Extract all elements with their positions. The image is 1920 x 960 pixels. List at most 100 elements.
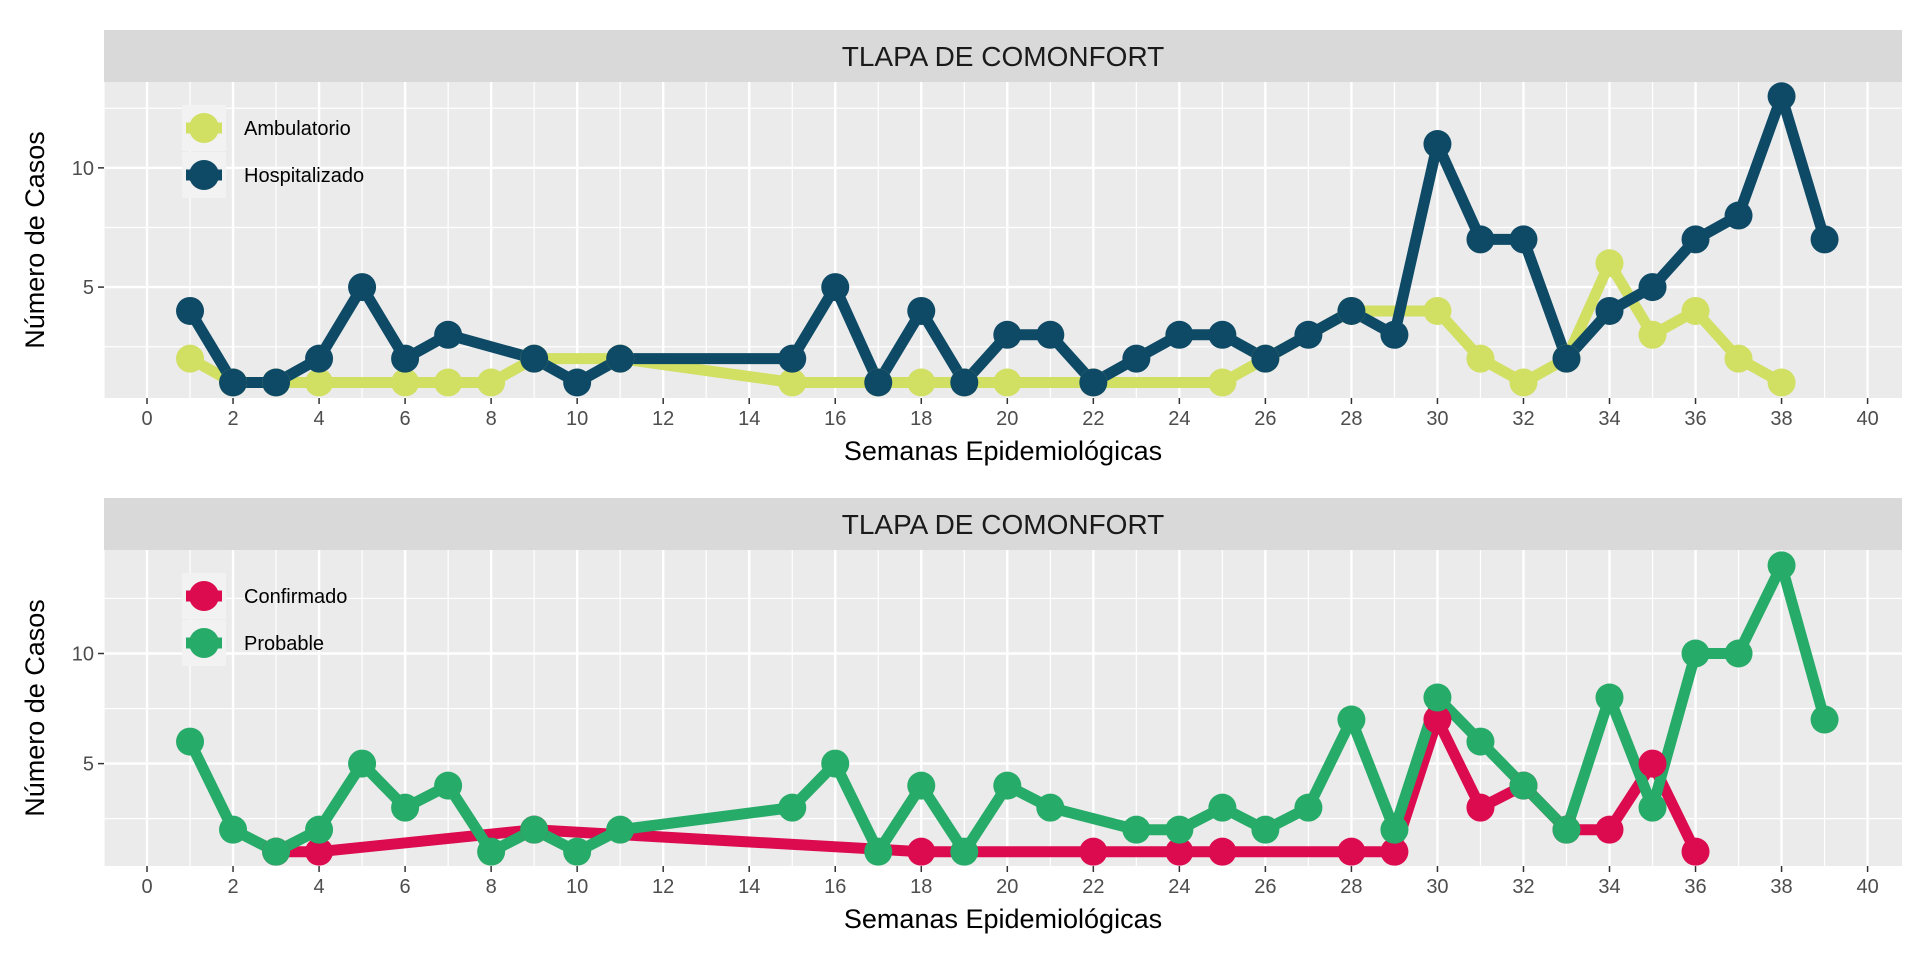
data-point-hospitalizado	[993, 320, 1022, 349]
data-point-confirmado	[1208, 837, 1237, 866]
data-point-probable	[1767, 551, 1796, 580]
data-point-probable	[1294, 793, 1323, 822]
data-point-confirmado	[1638, 749, 1667, 778]
y-tick-label: 10	[72, 158, 94, 180]
chart-title: TLAPA DE COMONFORT	[842, 41, 1165, 72]
y-tick-label: 10	[72, 643, 94, 665]
x-tick-label: 28	[1340, 876, 1362, 898]
x-tick-label: 2	[227, 876, 238, 898]
legend-label: Confirmado	[244, 586, 347, 608]
data-point-confirmado	[1380, 837, 1409, 866]
legend-label: Hospitalizado	[244, 165, 364, 187]
data-point-confirmado	[1337, 837, 1366, 866]
data-point-probable	[1552, 815, 1581, 844]
data-point-hospitalizado	[778, 344, 807, 373]
data-point-probable	[563, 837, 592, 866]
data-point-probable	[176, 727, 205, 756]
data-point-probable	[262, 837, 291, 866]
data-point-probable	[1509, 771, 1538, 800]
x-tick-label: 32	[1512, 408, 1534, 430]
data-point-hospitalizado	[1122, 344, 1151, 373]
data-point-confirmado	[1681, 837, 1710, 866]
x-tick-label: 12	[652, 408, 674, 430]
x-tick-label: 24	[1168, 876, 1190, 898]
data-point-probable	[821, 749, 850, 778]
data-point-probable	[993, 771, 1022, 800]
data-point-hospitalizado	[1079, 368, 1108, 397]
data-point-confirmado	[1595, 815, 1624, 844]
data-point-hospitalizado	[1767, 82, 1796, 111]
data-point-hospitalizado	[1724, 201, 1753, 230]
facet-strip	[104, 30, 1902, 82]
legend-label: Probable	[244, 633, 324, 655]
y-axis-title: Número de Casos	[20, 599, 50, 817]
data-point-probable	[1724, 639, 1753, 668]
data-point-probable	[305, 815, 334, 844]
legend-key-point	[189, 581, 219, 611]
y-tick-label: 5	[83, 754, 94, 776]
x-tick-label: 40	[1856, 876, 1878, 898]
data-point-hospitalizado	[262, 368, 291, 397]
data-point-hospitalizado	[606, 344, 635, 373]
data-point-hospitalizado	[176, 296, 205, 325]
data-point-confirmado	[1079, 837, 1108, 866]
data-point-hospitalizado	[1251, 344, 1280, 373]
data-point-hospitalizado	[950, 368, 979, 397]
data-point-hospitalizado	[1466, 225, 1495, 254]
x-axis-title: Semanas Epidemiológicas	[844, 436, 1162, 466]
x-tick-label: 32	[1512, 876, 1534, 898]
data-point-hospitalizado	[1165, 320, 1194, 349]
data-point-hospitalizado	[305, 344, 334, 373]
x-tick-label: 18	[910, 408, 932, 430]
facet-strip	[104, 498, 1902, 550]
data-point-probable	[1337, 705, 1366, 734]
x-tick-label: 26	[1254, 876, 1276, 898]
data-point-probable	[907, 771, 936, 800]
data-point-hospitalizado	[907, 296, 936, 325]
x-tick-label: 34	[1598, 876, 1620, 898]
data-point-hospitalizado	[1810, 225, 1839, 254]
data-point-hospitalizado	[563, 368, 592, 397]
legend-key-point	[189, 160, 219, 190]
data-point-ambulatorio	[1466, 344, 1495, 373]
legend-key-point	[189, 113, 219, 143]
x-axis-title: Semanas Epidemiológicas	[844, 904, 1162, 934]
data-point-probable	[348, 749, 377, 778]
data-point-hospitalizado	[1638, 273, 1667, 302]
data-point-confirmado	[1423, 705, 1452, 734]
data-point-hospitalizado	[864, 368, 893, 397]
x-tick-label: 16	[824, 408, 846, 430]
data-point-ambulatorio	[1681, 296, 1710, 325]
legend: Confirmado Probable	[182, 573, 347, 666]
x-tick-label: 2	[227, 408, 238, 430]
data-point-ambulatorio	[1208, 368, 1237, 397]
y-tick-label: 5	[83, 277, 94, 299]
data-point-probable	[1810, 705, 1839, 734]
data-point-hospitalizado	[821, 273, 850, 302]
chart-panel-1: TLAPA DE COMONFORT Ambulatorio Hospitaliza…	[20, 30, 1902, 466]
data-point-probable	[1122, 815, 1151, 844]
data-point-hospitalizado	[1294, 320, 1323, 349]
data-point-probable	[1595, 683, 1624, 712]
x-tick-label: 20	[996, 876, 1018, 898]
data-point-probable	[606, 815, 635, 844]
data-point-confirmado	[1165, 837, 1194, 866]
x-tick-label: 8	[486, 408, 497, 430]
data-point-probable	[1681, 639, 1710, 668]
x-tick-label: 6	[400, 408, 411, 430]
x-tick-label: 38	[1770, 876, 1792, 898]
x-tick-label: 12	[652, 876, 674, 898]
x-tick-label: 0	[141, 408, 152, 430]
x-tick-label: 22	[1082, 876, 1104, 898]
data-point-hospitalizado	[1552, 344, 1581, 373]
data-point-hospitalizado	[391, 344, 420, 373]
x-tick-label: 14	[738, 408, 760, 430]
data-point-hospitalizado	[348, 273, 377, 302]
x-tick-label: 4	[314, 876, 325, 898]
x-tick-label: 10	[566, 876, 588, 898]
x-tick-label: 0	[141, 876, 152, 898]
data-point-ambulatorio	[391, 368, 420, 397]
legend-key-point	[189, 628, 219, 658]
